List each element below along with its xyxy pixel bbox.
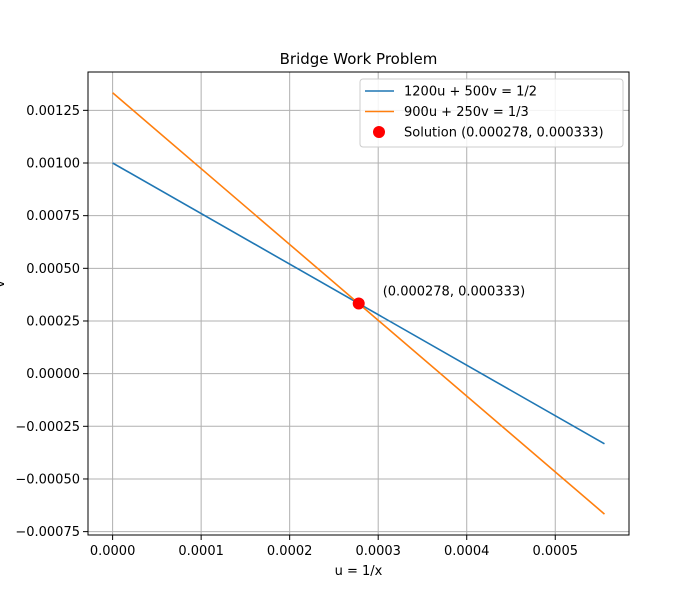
x-axis-label: u = 1/x: [335, 564, 383, 579]
x-tick-label: 0.0004: [444, 544, 490, 559]
y-tick-label: −0.00075: [15, 525, 80, 540]
plot-frame: [87, 71, 630, 536]
y-tick-label: −0.00025: [15, 420, 80, 435]
x-tick-label: 0.0003: [355, 544, 401, 559]
y-tick-label: 0.00000: [26, 367, 80, 382]
chart-title: Bridge Work Problem: [280, 50, 438, 68]
y-tick-label: 0.00025: [26, 314, 80, 329]
y-tick-label: 0.00125: [26, 104, 80, 119]
legend-label: Solution (0.000278, 0.000333): [404, 126, 604, 141]
y-tick-label: 0.00075: [26, 209, 80, 224]
y-tick-label: 0.00100: [26, 156, 80, 171]
x-tick-label: 0.0005: [533, 544, 579, 559]
legend-label: 1200u + 500v = 1/2: [404, 85, 537, 100]
y-axis-label: v: [0, 280, 8, 288]
grid-lines: [88, 72, 629, 535]
y-tick-label: −0.00050: [15, 472, 80, 487]
x-tick-label: 0.0002: [267, 544, 313, 559]
solution-point: [352, 297, 365, 310]
solution-annotation: (0.000278, 0.000333): [383, 285, 525, 300]
y-tick-label: 0.00050: [26, 262, 80, 277]
legend: 1200u + 500v = 1/2 900u + 250v = 1/3 Solut…: [359, 78, 624, 148]
x-axis-ticks: 0.0000 0.0001 0.0002 0.0003 0.0004 0.0005: [90, 535, 578, 559]
legend-items: 1200u + 500v = 1/2 900u + 250v = 1/3 Solut…: [365, 85, 604, 141]
x-tick-label: 0.0000: [90, 544, 136, 559]
legend-label: 900u + 250v = 1/3: [404, 105, 529, 120]
y-axis-ticks: −0.00075 −0.00050 −0.00025 0.00000 0.00025 0.…: [15, 104, 88, 540]
legend-swatch: [373, 126, 385, 138]
x-tick-label: 0.0001: [178, 544, 224, 559]
points-layer: (0.000278, 0.000333): [352, 285, 525, 310]
legend-box: [359, 78, 624, 148]
